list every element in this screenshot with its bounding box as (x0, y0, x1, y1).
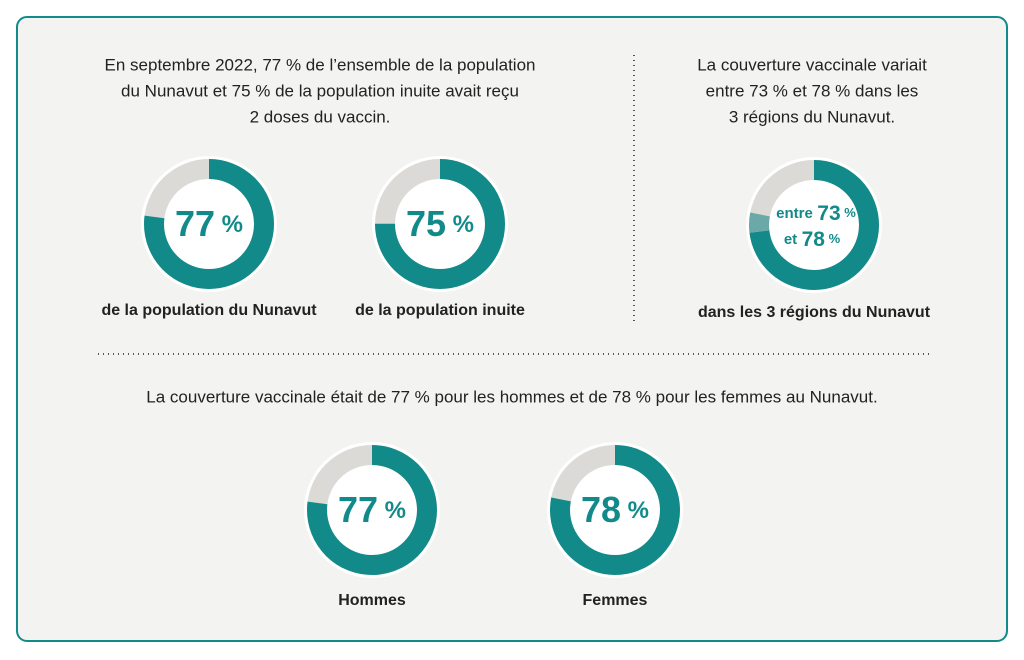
range-prefix: et (784, 231, 797, 248)
range-value: 73 % (817, 202, 856, 225)
donut-value: 77 % (338, 489, 406, 530)
donut-segment (749, 160, 879, 290)
heading: 3 régions du Nunavut. (729, 107, 895, 126)
donut-caption: de la population du Nunavut (101, 302, 317, 319)
donut-value: 78 % (581, 489, 649, 530)
donut-segment (550, 445, 680, 575)
range-prefix: entre (776, 205, 813, 222)
donut-range-label: entre 73 % (776, 202, 856, 225)
donut-segment (749, 160, 879, 290)
donut-segment (375, 159, 505, 289)
donut-value: 75 % (406, 203, 474, 244)
heading: La couverture vaccinale variait (697, 55, 927, 74)
heading: 2 doses du vaccin. (250, 107, 391, 126)
donut-segment (307, 445, 437, 575)
heading: entre 73 % et 78 % dans les (706, 81, 919, 100)
donut-caption: Femmes (583, 592, 648, 609)
panel (16, 16, 1008, 642)
heading: La couverture vaccinale était de 77 % po… (146, 387, 877, 406)
heading: En septembre 2022, 77 % de l’ensemble de… (105, 55, 536, 74)
donut-caption: dans les 3 régions du Nunavut (698, 304, 931, 321)
donut-segment (144, 159, 274, 289)
donut-caption: Hommes (338, 592, 406, 609)
donut-range-label: et 78 % (784, 228, 841, 251)
range-value: 78 % (802, 228, 841, 251)
donut-value: 77 % (175, 203, 243, 244)
heading: du Nunavut et 75 % de la population inui… (121, 81, 519, 100)
donut-caption: de la population inuite (355, 302, 525, 319)
